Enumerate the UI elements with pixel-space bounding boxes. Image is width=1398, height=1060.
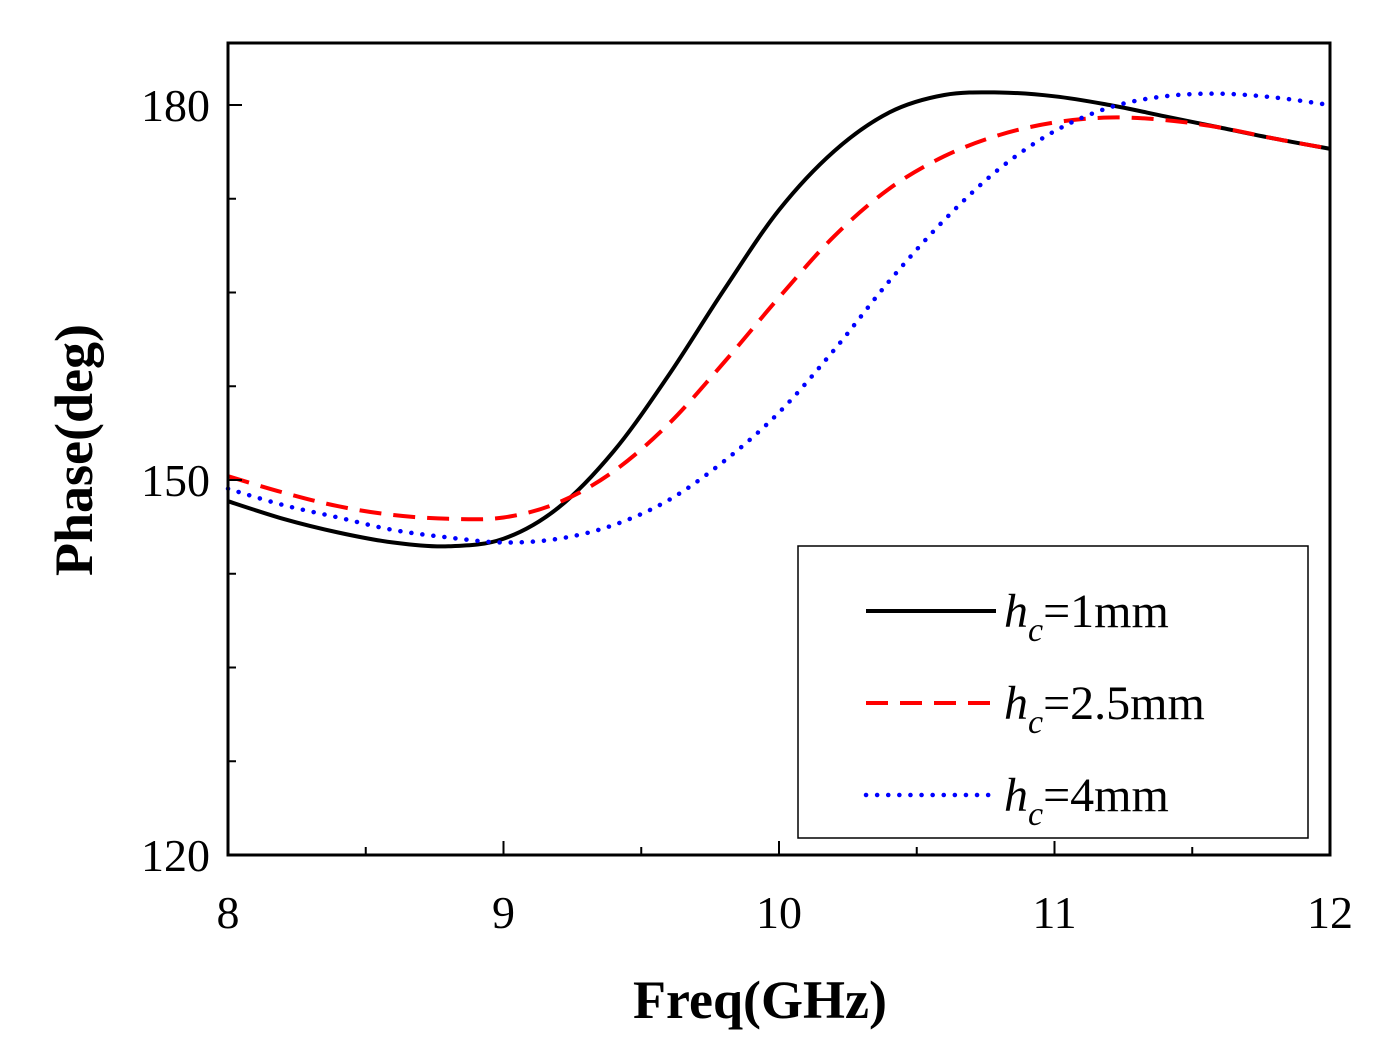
series-line-hc-1mm [227,90,1331,549]
legend-var: h [1004,769,1028,822]
y-tick-label: 150 [141,455,210,506]
legend-value: =1mm [1043,585,1169,638]
y-axis-title: Phase(deg) [44,324,104,576]
legend-var: h [1004,677,1028,730]
series-layer [225,90,1333,549]
y-tick-label: 120 [141,830,210,881]
y-tick-label: 180 [141,80,210,131]
tick-labels-layer: 8 9 10 11 12 120 150 180 [141,80,1353,938]
legend-label: hc=4mm [1004,769,1169,833]
legend-subscript: c [1028,612,1043,649]
legend-value: =4mm [1043,769,1169,822]
legend-value: =2.5mm [1043,677,1205,730]
legend-subscript: c [1028,704,1043,741]
x-tick-label: 8 [217,887,240,938]
x-tick-label: 10 [756,887,802,938]
x-axis-title: Freq(GHz) [633,970,887,1030]
x-tick-label: 12 [1307,887,1353,938]
x-tick-label: 11 [1032,887,1076,938]
x-tick-label: 9 [492,887,515,938]
legend-label: hc=2.5mm [1004,677,1205,741]
ticks-layer [227,104,1331,856]
series-line-hc-4mm [225,91,1333,545]
series-line-hc-2-5mm [227,115,1331,522]
legend-var: h [1004,585,1028,638]
legend-subscript: c [1028,796,1043,833]
legend-label: hc=1mm [1004,585,1169,649]
legend-box [797,545,1309,839]
